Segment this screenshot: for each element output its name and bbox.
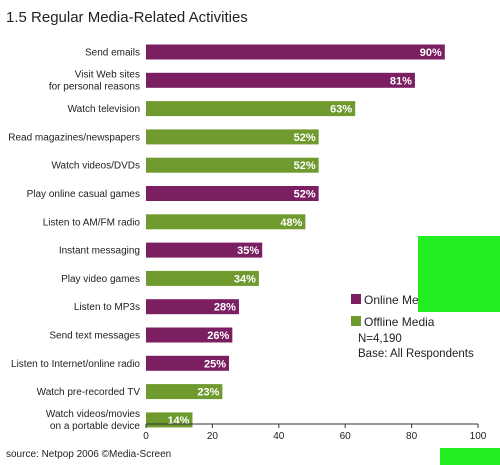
data-label: 90% — [420, 47, 442, 59]
category-label: Watch pre-recorded TV — [37, 387, 141, 398]
bar — [146, 101, 356, 117]
category-label: Send emails — [85, 48, 140, 59]
x-tick-label: 20 — [207, 431, 219, 442]
data-label: 63% — [330, 104, 352, 116]
x-tick-label: 100 — [470, 431, 487, 442]
category-label: Read magazines/newspapers — [8, 132, 140, 143]
legend-label: Offline Media — [364, 315, 435, 329]
bars-layer: Send emails 90% Visit Web sites for persona… — [8, 44, 445, 432]
category-label: Play video games — [61, 274, 140, 285]
bar — [146, 242, 263, 258]
data-label: 23% — [197, 387, 219, 399]
legend: Online Media Offline Media N=4,190 Base: Al… — [351, 293, 474, 360]
category-label: Listen to Internet/online radio — [11, 359, 140, 370]
category-label: Send text messages — [49, 331, 140, 342]
data-label: 52% — [294, 189, 316, 201]
bar — [146, 44, 445, 60]
chart-title: 1.5 Regular Media-Related Activities — [6, 9, 248, 26]
category-label: Watch television — [68, 104, 140, 115]
bar — [146, 157, 319, 173]
x-tick-label: 80 — [406, 431, 418, 442]
chart-note: N=4,190 — [358, 333, 402, 345]
category-label: Listen to MP3s — [74, 302, 140, 313]
legend-swatch — [351, 294, 361, 304]
bar — [146, 214, 306, 230]
data-label: 25% — [204, 358, 226, 370]
legend-swatch — [351, 316, 361, 326]
legend-label: Online Media — [364, 293, 435, 307]
data-label: 34% — [234, 273, 256, 285]
x-axis: 0 20 40 60 80 100 — [143, 423, 487, 442]
data-label: 48% — [280, 217, 302, 229]
data-label: 26% — [207, 330, 229, 342]
decorative-green-block-top — [418, 236, 500, 312]
data-label: 52% — [294, 132, 316, 144]
bar — [146, 299, 239, 315]
category-label: Play online casual games — [27, 189, 140, 200]
bar — [146, 327, 233, 343]
bar — [146, 355, 229, 371]
bar — [146, 270, 259, 286]
bar — [146, 186, 319, 201]
data-label: 81% — [390, 75, 412, 87]
category-label: Watch videos/movies on a portable device — [46, 409, 141, 432]
bar — [146, 384, 223, 400]
category-label: Instant messaging — [59, 246, 140, 257]
chart-note: Base: All Respondents — [358, 348, 474, 360]
x-tick-label: 60 — [340, 431, 352, 442]
category-label: Watch videos/DVDs — [51, 161, 140, 172]
category-label: Listen to AM/FM radio — [43, 217, 141, 228]
category-label: Visit Web sites for personal reasons — [49, 69, 140, 92]
x-tick-label: 40 — [273, 431, 285, 442]
source-note: source: Netpop 2006 ©Media-Screen — [6, 449, 171, 460]
bar — [146, 129, 319, 145]
data-label: 35% — [237, 245, 259, 257]
bar — [146, 72, 415, 88]
data-label: 14% — [167, 415, 189, 427]
data-label: 28% — [214, 302, 236, 314]
x-tick-label: 0 — [143, 431, 149, 442]
data-label: 52% — [294, 160, 316, 172]
decorative-green-block-bottom — [440, 448, 500, 465]
